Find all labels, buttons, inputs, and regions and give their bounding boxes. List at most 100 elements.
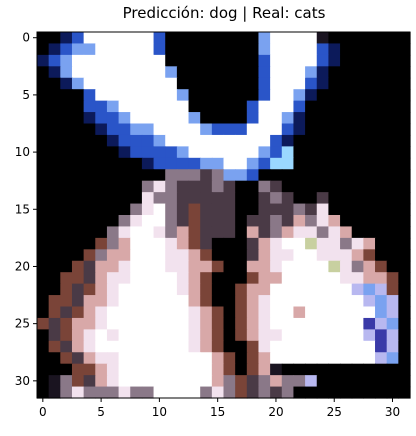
pixel-cell [223, 54, 236, 67]
pixel-cell [363, 54, 376, 67]
pixel-cell [340, 192, 353, 205]
pixel-cell [328, 340, 341, 353]
pixel-cell [281, 112, 295, 125]
pixel-cell [270, 112, 283, 125]
pixel-cell [48, 283, 61, 296]
pixel-cell [375, 272, 388, 285]
pixel-cell [246, 123, 260, 136]
pixel-cell [316, 146, 330, 159]
pixel-cell [375, 66, 388, 79]
pixel-cell [118, 329, 131, 342]
pixel-cell [130, 283, 143, 296]
pixel-cell [386, 226, 399, 239]
pixel-cell [106, 226, 120, 239]
pixel-cell [316, 386, 330, 399]
pixel-cell [258, 363, 271, 376]
pixel-cell [141, 134, 155, 147]
pixel-cell [188, 157, 201, 170]
pixel-cell [363, 89, 376, 102]
pixel-cell [211, 283, 225, 296]
pixel-cell [398, 77, 411, 90]
pixel-cell [363, 66, 376, 79]
pixel-cell [328, 77, 341, 90]
pixel-cell [351, 180, 364, 193]
pixel-cell [118, 157, 131, 170]
pixel-cell [305, 340, 318, 353]
pixel-cell [106, 295, 120, 308]
pixel-cell [351, 32, 364, 45]
pixel-cell [281, 203, 295, 216]
pixel-cell [141, 100, 155, 113]
pixel-cell [316, 260, 330, 273]
pixel-cell [48, 123, 61, 136]
pixel-cell [83, 134, 96, 147]
pixel-cell [281, 43, 295, 56]
pixel-cell [130, 375, 143, 388]
pixel-cell [246, 352, 260, 365]
pixel-cell [118, 386, 131, 399]
pixel-cell [95, 77, 108, 90]
pixel-cell [351, 340, 364, 353]
pixel-cell [130, 100, 143, 113]
pixel-cell [165, 329, 178, 342]
pixel-cell [141, 43, 155, 56]
pixel-cell [37, 77, 50, 90]
pixel-cell [235, 215, 248, 228]
pixel-cell [316, 134, 330, 147]
pixel-cell [235, 283, 248, 296]
pixel-cell [270, 54, 283, 67]
pixel-cell [48, 226, 61, 239]
pixel-cell [118, 77, 131, 90]
pixel-cell [305, 169, 318, 182]
pixel-cell [386, 237, 399, 250]
pixel-cell [211, 77, 225, 90]
pixel-cell [281, 32, 295, 45]
pixel-cell [200, 134, 213, 147]
pixel-cell [211, 386, 225, 399]
pixel-cell [95, 260, 108, 273]
pixel-cell [141, 192, 155, 205]
pixel-cell [398, 352, 411, 365]
y-tick-label: 15 [15, 202, 30, 216]
pixel-cell [71, 77, 85, 90]
pixel-cell [153, 352, 166, 365]
pixel-cell [95, 272, 108, 285]
pixel-cell [95, 89, 108, 102]
pixel-cell [130, 363, 143, 376]
pixel-cell [386, 340, 399, 353]
pixel-cell [235, 375, 248, 388]
pixel-cell [235, 66, 248, 79]
pixel-cell [340, 112, 353, 125]
pixel-cell [60, 192, 73, 205]
pixel-cell [363, 306, 376, 319]
pixel-cell [223, 180, 236, 193]
pixel-cell [398, 272, 411, 285]
pixel-cell [60, 89, 73, 102]
pixel-cell [340, 386, 353, 399]
pixel-cell [118, 100, 131, 113]
pixel-cell [316, 66, 330, 79]
pixel-cell [398, 192, 411, 205]
pixel-cell [130, 226, 143, 239]
pixel-cell [235, 100, 248, 113]
pixel-cell [83, 32, 96, 45]
pixel-cell [223, 157, 236, 170]
pixel-cell [176, 283, 190, 296]
pixel-cell [48, 272, 61, 285]
pixel-cell [316, 317, 330, 330]
pixel-cell [211, 66, 225, 79]
pixel-cell [363, 215, 376, 228]
pixel-cell [386, 329, 399, 342]
pixel-cell [48, 340, 61, 353]
pixel-cell [211, 134, 225, 147]
pixel-cell [351, 134, 364, 147]
pixel-cell [363, 352, 376, 365]
pixel-cell [71, 192, 85, 205]
pixel-cell [188, 352, 201, 365]
pixel-cell [106, 306, 120, 319]
pixel-cell [211, 317, 225, 330]
pixel-cell [188, 112, 201, 125]
pixel-cell [246, 112, 260, 125]
pixel-cell [281, 54, 295, 67]
pixel-cell [316, 89, 330, 102]
